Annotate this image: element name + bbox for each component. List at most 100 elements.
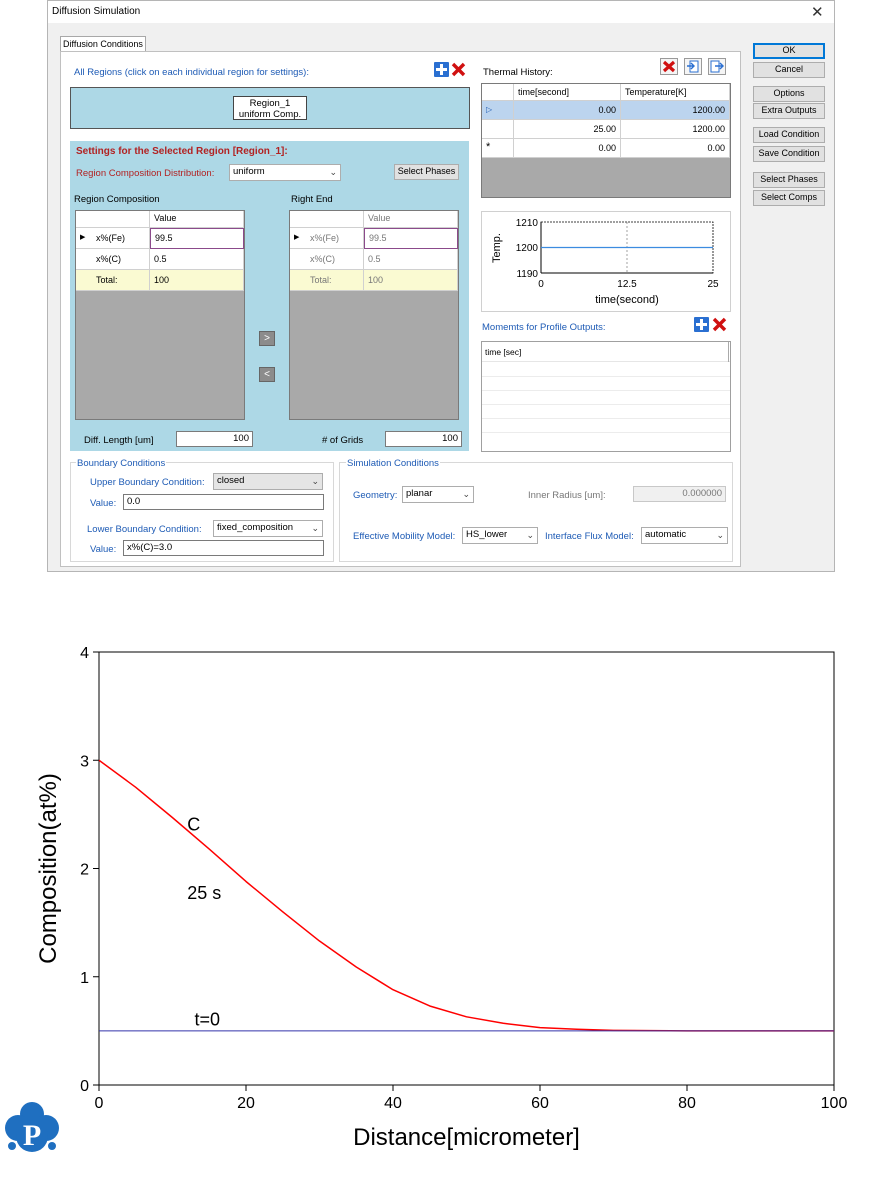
close-icon[interactable]: ✕	[811, 4, 824, 21]
flux-model-select[interactable]: automatic ⌄	[641, 527, 728, 544]
thermal-history-label: Thermal History:	[483, 67, 553, 78]
boundary-conditions-group	[70, 462, 334, 562]
grid-corner	[76, 211, 150, 228]
delete-moment-icon[interactable]	[712, 317, 727, 332]
value-header: Value	[150, 211, 244, 228]
right-grid-corner	[290, 211, 364, 228]
moments-row-line	[482, 390, 730, 391]
y-tick-label: 4	[80, 645, 89, 662]
mobility-model-select[interactable]: HS_lower ⌄	[462, 527, 538, 544]
fe-value-cell[interactable]: 99.5	[150, 228, 244, 249]
geometry-label: Geometry:	[353, 490, 398, 501]
mobility-model-label: Effective Mobility Model:	[353, 531, 456, 542]
simulation-conditions-group	[339, 462, 733, 562]
moments-list[interactable]: time [sec]	[481, 341, 731, 452]
c-value-cell[interactable]: 0.5	[150, 249, 244, 270]
cancel-button[interactable]: Cancel	[753, 62, 825, 78]
time-cell-1[interactable]: 25.00	[514, 120, 621, 139]
selected-region-panel: Settings for the Selected Region [Region…	[70, 141, 469, 451]
moments-col-header: time [sec]	[482, 342, 730, 362]
thermal-corner	[482, 84, 514, 101]
moments-col-divider	[728, 342, 729, 362]
thermal-chart: 1210 1200 1190 0 12.5 25 time(second) Te…	[481, 211, 731, 312]
x-tick-label: 60	[531, 1095, 549, 1112]
geometry-select[interactable]: planar ⌄	[402, 486, 474, 503]
temp-cell-1[interactable]: 1200.00	[621, 120, 730, 139]
ok-button[interactable]: OK	[753, 43, 825, 59]
temp-cell-0[interactable]: 1200.00	[621, 101, 730, 120]
geometry-value: planar	[406, 488, 433, 499]
moments-row-line	[482, 404, 730, 405]
right-total-value-cell: 100	[364, 270, 458, 291]
select-phases-button[interactable]: Select Phases	[394, 164, 459, 180]
chevron-down-icon: ⌄	[329, 167, 337, 177]
chevron-down-icon: ⌄	[311, 476, 319, 486]
y-tick-label: 2	[80, 862, 89, 879]
insert-step-icon[interactable]	[684, 58, 702, 75]
simulation-conditions-label: Simulation Conditions	[346, 458, 440, 469]
right-end-grid[interactable]: Value ▶ x%(Fe) 99.5 x%(C) 0.5 Total: 100	[289, 210, 459, 420]
distribution-select[interactable]: uniform ⌄	[229, 164, 341, 181]
region-1-box[interactable]: Region_1 uniform Comp.	[233, 96, 307, 120]
moments-row-line	[482, 432, 730, 433]
current-row-icon: ▷	[482, 101, 514, 120]
row-c-label: x%(C)	[76, 249, 150, 270]
region-desc: uniform Comp.	[238, 109, 302, 120]
lower-value-label: Value:	[90, 544, 117, 555]
row-fe-label: ▶ x%(Fe)	[76, 228, 150, 249]
chevron-down-icon: ⌄	[462, 489, 470, 499]
temp-cell-2[interactable]: 0.00	[621, 139, 730, 158]
options-button[interactable]: Options	[753, 86, 825, 102]
y-axis-label: Composition(at%)	[35, 773, 62, 964]
region-name: Region_1	[249, 98, 291, 109]
thermal-chart-svg: 1210 1200 1190 0 12.5 25 time(second) Te…	[491, 218, 719, 306]
time-cell-0[interactable]: 0.00	[514, 101, 621, 120]
delete-step-icon[interactable]	[660, 58, 678, 75]
region-composition-label: Region Composition	[74, 194, 160, 205]
add-region-icon[interactable]	[434, 62, 449, 77]
delete-region-icon[interactable]	[451, 62, 466, 77]
new-row-icon: *	[482, 139, 514, 158]
window-title: Diffusion Simulation	[52, 6, 141, 17]
composition-grid[interactable]: Value ▶ x%(Fe) 99.5 x%(C) 0.5 Total: 100	[75, 210, 245, 420]
right-row-c-label: x%(C)	[290, 249, 364, 270]
load-condition-button[interactable]: Load Condition	[753, 127, 825, 143]
row-pointer-icon: ▶	[80, 234, 86, 241]
upper-bc-select[interactable]: closed ⌄	[213, 473, 323, 490]
tab-diffusion-conditions[interactable]: Diffusion Conditions	[60, 36, 146, 52]
select-phases-side-button[interactable]: Select Phases	[753, 172, 825, 188]
annotation-t0: t=0	[195, 1009, 221, 1029]
moments-label: Momemts for Profile Outputs:	[482, 322, 606, 333]
moments-row-line	[482, 418, 730, 419]
x-axis-label: Distance[micrometer]	[353, 1124, 580, 1151]
all-regions-label: All Regions (click on each individual re…	[74, 67, 309, 78]
thermal-history-grid[interactable]: time[second] Temperature[K] ▷ 0.00 1200.…	[481, 83, 731, 198]
right-row-fe-label: ▶ x%(Fe)	[290, 228, 364, 249]
total-value-cell: 100	[150, 270, 244, 291]
lower-value-input[interactable]: x%(C)=3.0	[123, 540, 324, 556]
diff-length-input[interactable]: 100	[176, 431, 253, 447]
copy-left-icon[interactable]: <	[259, 367, 275, 382]
title-bar: Diffusion Simulation ✕	[48, 1, 834, 23]
right-row-fe-name: x%(Fe)	[310, 233, 339, 243]
upper-bc-value: closed	[217, 475, 245, 486]
svg-text:P: P	[23, 1119, 41, 1152]
thermal-ytick-2: 1190	[516, 269, 538, 280]
right-row-pointer-icon: ▶	[294, 234, 300, 241]
add-moment-icon[interactable]	[694, 317, 709, 332]
boundary-conditions-label: Boundary Conditions	[76, 458, 167, 469]
save-condition-button[interactable]: Save Condition	[753, 146, 825, 162]
time-col-header: time[second]	[514, 84, 621, 101]
copy-right-icon[interactable]: >	[259, 331, 275, 346]
select-comps-button[interactable]: Select Comps	[753, 190, 825, 206]
row-fe-name: x%(Fe)	[96, 233, 125, 243]
grids-input[interactable]: 100	[385, 431, 462, 447]
lower-bc-value: fixed_composition	[217, 522, 294, 533]
grids-label: # of Grids	[322, 435, 364, 446]
extra-outputs-button[interactable]: Extra Outputs	[753, 103, 825, 119]
lower-bc-select[interactable]: fixed_composition ⌄	[213, 520, 323, 537]
time-cell-2[interactable]: 0.00	[514, 139, 621, 158]
append-step-icon[interactable]	[708, 58, 726, 75]
upper-value-input[interactable]: 0.0	[123, 494, 324, 510]
y-tick-label: 1	[80, 970, 89, 987]
